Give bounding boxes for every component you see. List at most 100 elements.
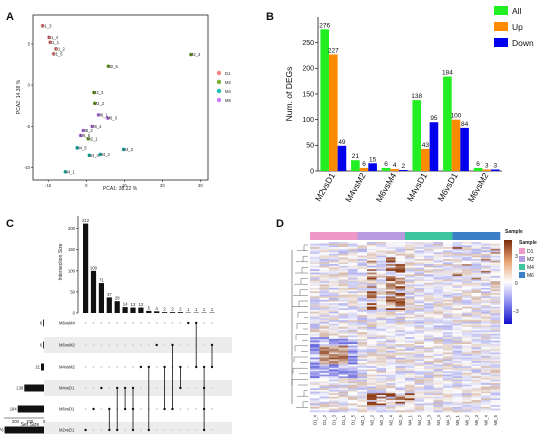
- heatmap-cell: [433, 252, 444, 255]
- heatmap-cell: [357, 376, 368, 379]
- heatmap-cell: [462, 243, 472, 246]
- heatmap-cell: [357, 279, 368, 282]
- heatmap-cell: [443, 395, 453, 397]
- heatmap-cell: [414, 282, 425, 285]
- heatmap-cell: [462, 242, 472, 244]
- heatmap-legend-label: D1: [527, 249, 534, 255]
- heatmap-cell: [490, 299, 501, 302]
- heatmap-cell: [462, 301, 472, 304]
- heatmap-cell: [490, 248, 501, 251]
- heatmap-cell: [319, 245, 330, 248]
- heatmap-cell: [367, 361, 377, 363]
- heatmap-cell: [367, 255, 377, 258]
- heatmap-cell: [367, 384, 377, 387]
- heatmap-cell: [310, 349, 320, 352]
- heatmap-annotation-title: Sample: [505, 229, 523, 235]
- heatmap-cell: [462, 386, 472, 389]
- heatmap-cell: [386, 284, 396, 287]
- heatmap-cell: [433, 301, 444, 304]
- heatmap-cell: [310, 371, 320, 374]
- heatmap-cell: [462, 369, 472, 372]
- heatmap-scale-tick-zero: 0: [515, 281, 518, 287]
- heatmap-cell: [405, 270, 415, 273]
- heatmap-cell: [386, 298, 396, 301]
- heatmap-cell: [405, 391, 415, 394]
- heatmap-cell: [424, 410, 434, 413]
- heatmap-cell: [329, 369, 339, 372]
- heatmap-cell: [443, 279, 453, 282]
- upset-matrix-dot: [84, 407, 87, 411]
- heatmap-cell: [462, 245, 472, 248]
- heatmap-cell: [357, 301, 368, 304]
- heatmap-cell: [471, 379, 482, 382]
- bar-all: [381, 167, 391, 171]
- heatmap-cell: [433, 299, 444, 302]
- heatmap-cell: [471, 403, 482, 406]
- heatmap-cell: [452, 384, 463, 387]
- heatmap-cell: [443, 408, 453, 411]
- heatmap-cell: [357, 335, 368, 338]
- heatmap-cell: [395, 267, 406, 270]
- heatmap-cell: [414, 262, 425, 265]
- upset-row-band: [44, 380, 232, 396]
- heatmap-cell: [367, 313, 377, 316]
- heatmap-cell: [490, 277, 501, 280]
- heatmap-cell: [481, 286, 491, 289]
- pca-point: [87, 153, 92, 158]
- heatmap-cell: [405, 367, 415, 370]
- heatmap-cell: [433, 323, 444, 326]
- heatmap-cell: [376, 284, 387, 287]
- heatmap-cell: [329, 362, 339, 365]
- heatmap-cell: [452, 364, 463, 367]
- heatmap-cell: [443, 371, 453, 374]
- heatmap-cell: [433, 316, 444, 319]
- heatmap-cell: [386, 291, 396, 294]
- heatmap-cell: [424, 342, 434, 345]
- bar-legend-swatch: [494, 38, 508, 47]
- upset-set-name: M4vsD1: [59, 386, 75, 391]
- heatmap-cell: [424, 269, 434, 272]
- bar-up: [482, 169, 491, 171]
- heatmap-cell: [376, 294, 387, 297]
- heatmap-cell: [481, 294, 491, 297]
- heatmap-cell: [329, 410, 339, 413]
- heatmap-cell: [376, 321, 387, 324]
- heatmap-cell: [338, 369, 349, 372]
- heatmap-cell: [357, 393, 368, 396]
- heatmap-cell: [386, 306, 396, 309]
- heatmap-cell: [424, 316, 434, 319]
- heatmap-cell: [338, 386, 349, 389]
- heatmap-cell: [367, 374, 377, 377]
- heatmap-cell: [376, 340, 387, 343]
- heatmap-cell: [338, 315, 349, 318]
- heatmap-cell: [348, 406, 358, 409]
- heatmap-cell: [433, 321, 444, 324]
- heatmap-cell: [338, 306, 349, 309]
- heatmap-cell: [376, 354, 387, 357]
- heatmap-cell: [443, 344, 453, 346]
- heatmap-cell: [490, 325, 501, 328]
- heatmap-cell: [367, 396, 377, 399]
- heatmap-cell: [386, 259, 396, 261]
- heatmap-cell: [329, 270, 339, 273]
- heatmap-cell: [443, 299, 453, 302]
- heatmap-cell: [310, 316, 320, 319]
- heatmap-cell: [414, 260, 425, 263]
- heatmap-cell: [414, 304, 425, 307]
- heatmap-cell: [452, 304, 463, 307]
- heatmap-cell: [452, 389, 463, 392]
- heatmap-cell: [357, 272, 368, 275]
- pca-y-tick-label: -5: [26, 124, 30, 129]
- upset-matrix-dot: [163, 321, 166, 325]
- heatmap-cell: [481, 321, 491, 324]
- heatmap-cell: [452, 391, 463, 394]
- heatmap-cell: [367, 310, 377, 312]
- heatmap-cell: [386, 289, 396, 292]
- heatmap-cell: [376, 296, 387, 299]
- heatmap-cell: [367, 398, 377, 401]
- heatmap-cell: [338, 311, 349, 314]
- bar-y-tick-label: 250: [302, 40, 314, 47]
- heatmap-cell: [443, 372, 453, 375]
- heatmap-cell: [319, 381, 330, 384]
- heatmap-cell: [367, 262, 377, 265]
